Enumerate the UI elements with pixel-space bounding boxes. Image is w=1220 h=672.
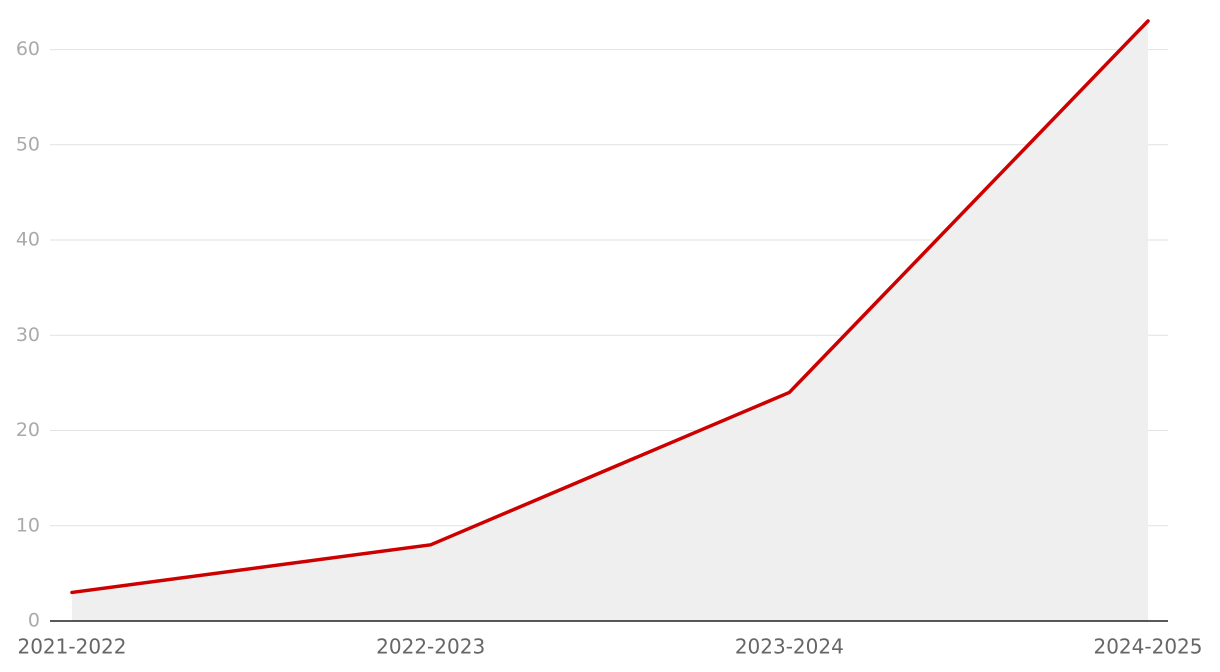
area — [72, 21, 1148, 621]
y-tick-label: 0 — [28, 610, 40, 632]
y-tick-label: 10 — [16, 514, 40, 536]
x-tick-label: 2024-2025 — [1093, 635, 1202, 659]
y-tick-label: 40 — [16, 229, 40, 251]
y-tick-label: 60 — [16, 38, 40, 60]
line — [70, 19, 1150, 595]
y-tick-label: 20 — [16, 419, 40, 441]
y-tick-label: 50 — [16, 133, 40, 155]
y-tick-label: 30 — [16, 324, 40, 346]
x-tick-label: 2023-2024 — [735, 635, 844, 659]
x-tick-label: 2022-2023 — [376, 635, 485, 659]
x-tick-label: 2021-2022 — [17, 635, 126, 659]
